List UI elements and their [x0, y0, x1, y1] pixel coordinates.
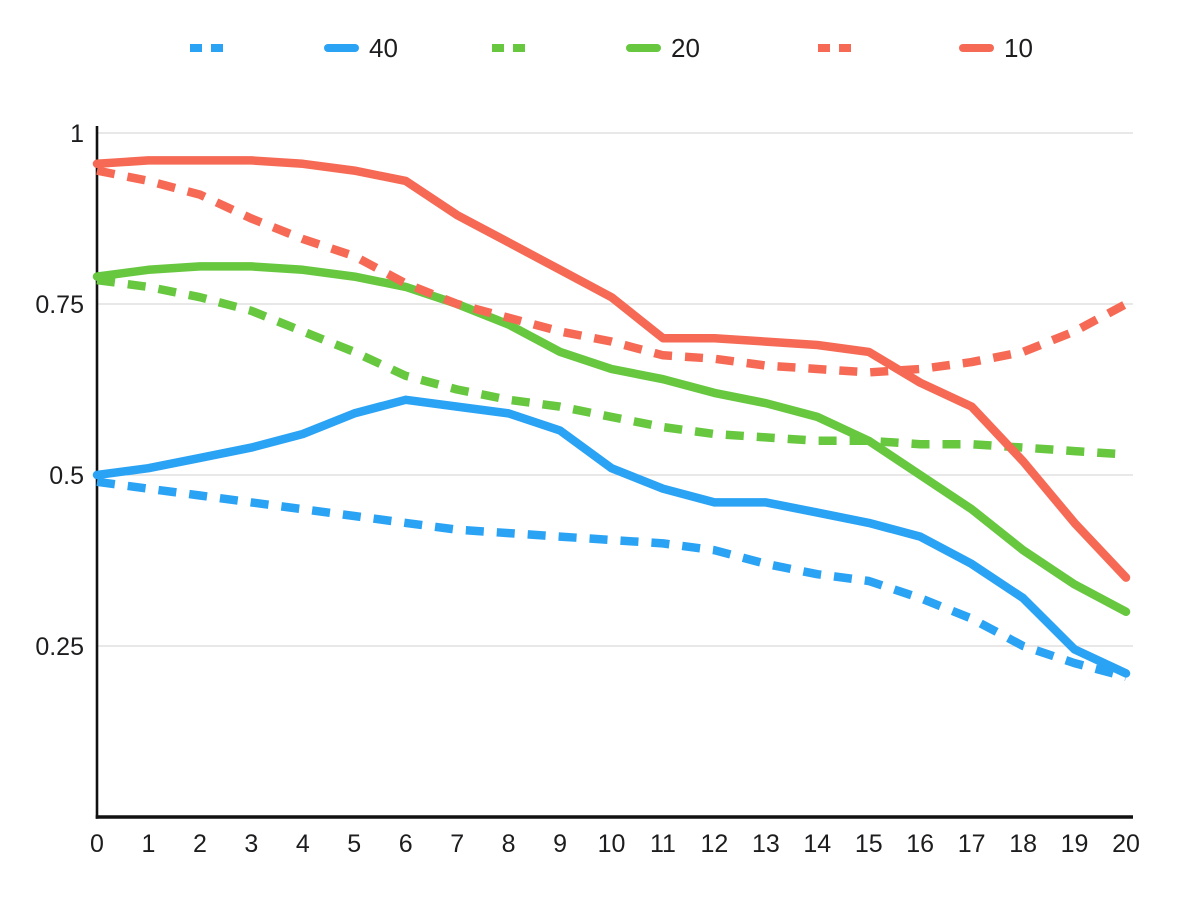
- x-tick-label-1: 1: [141, 830, 155, 858]
- x-tick-label-13: 13: [752, 830, 780, 858]
- legend-item-green-solid: 20: [626, 33, 700, 63]
- series-line-red-dashed: [96, 166, 1128, 377]
- x-tick-label-17: 17: [958, 830, 986, 858]
- series-line-40: [92, 395, 1131, 678]
- x-tick-label-3: 3: [244, 830, 258, 858]
- x-tick-label-10: 10: [598, 830, 626, 858]
- x-tick-label-11: 11: [650, 830, 676, 858]
- x-tick-label-9: 9: [553, 830, 567, 858]
- y-tick-label-1: 1: [70, 120, 84, 148]
- x-tick-label-7: 7: [450, 830, 464, 858]
- legend-item-blue-solid: 40: [324, 33, 398, 63]
- y-tick-label-0.5: 0.5: [49, 462, 84, 490]
- series-line-20: [92, 262, 1131, 617]
- x-tick-label-0: 0: [90, 830, 104, 858]
- y-tick-label-0.25: 0.25: [35, 633, 84, 661]
- y-tick-label-0.75: 0.75: [35, 291, 84, 319]
- legend-label-blue-solid: 40: [369, 33, 398, 63]
- x-tick-label-20: 20: [1112, 830, 1140, 858]
- x-tick-label-8: 8: [502, 830, 516, 858]
- x-tick-label-15: 15: [855, 830, 883, 858]
- x-tick-label-16: 16: [906, 830, 934, 858]
- series-line-green-dashed: [96, 275, 1127, 459]
- series-line-blue-dashed: [96, 477, 1128, 681]
- x-tick-label-19: 19: [1061, 830, 1089, 858]
- x-tick-label-4: 4: [296, 830, 310, 858]
- x-tick-label-12: 12: [700, 830, 728, 858]
- legend-label-red-solid: 10: [1004, 33, 1033, 63]
- x-tick-label-2: 2: [193, 830, 207, 858]
- series-line-10: [92, 156, 1131, 582]
- x-tick-label-6: 6: [399, 830, 413, 858]
- x-tick-label-14: 14: [803, 830, 831, 858]
- x-tick-label-18: 18: [1009, 830, 1037, 858]
- legend-item-red-solid: 10: [959, 33, 1033, 63]
- legend-label-green-solid: 20: [671, 33, 700, 63]
- x-tick-label-5: 5: [347, 830, 361, 858]
